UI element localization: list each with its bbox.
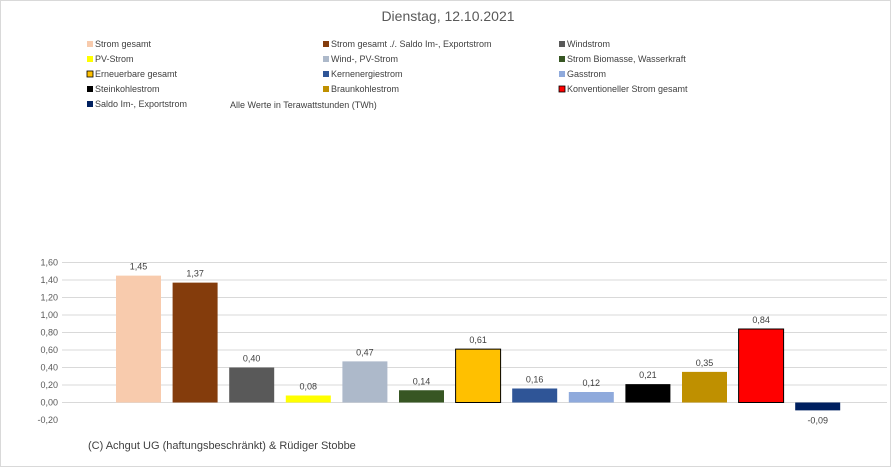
bar [625,384,671,403]
data-label: 0,40 [243,354,261,364]
legend-label: Strom gesamt [95,39,152,49]
bars [116,275,841,411]
data-label: 0,14 [413,376,431,386]
y-tick-label: 0,00 [40,398,58,408]
data-label: 0,08 [300,382,318,392]
y-tick-label: 1,40 [40,275,58,285]
y-tick-label: 0,20 [40,380,58,390]
data-labels: 1,45 1,37 0,40 0,08 0,47 0,14 0,61 0,16 0,12 0,21… [130,262,828,426]
legend-swatch [87,101,93,107]
legend-swatch [87,56,93,62]
data-label: 0,84 [752,315,770,325]
legend: Strom gesamt Strom gesamt ./. Saldo Im-, … [86,39,688,109]
legend-swatch [558,85,566,93]
data-label: -0,09 [807,415,828,425]
copyright: (C) Achgut UG (haftungsbeschränkt) & Rüd… [88,440,356,452]
legend-label: PV-Strom [95,54,134,64]
legend-swatch [86,70,94,78]
legend-swatch [87,86,93,92]
y-tick-label: 0,40 [40,363,58,373]
chart-title: Dienstag, 12.10.2021 [381,8,514,24]
legend-swatch [559,56,565,62]
data-label: 0,21 [639,370,657,380]
bar [455,348,502,403]
legend-label: Erneuerbare gesamt [95,69,178,79]
bar [229,367,275,403]
y-tick-label: 1,60 [40,258,58,268]
legend-label: Saldo Im-, Exportstrom [95,99,187,109]
bar [342,361,388,403]
bar [682,371,727,403]
legend-label: Kernenergiestrom [331,69,403,79]
legend-label: Wind-, PV-Strom [331,54,398,64]
y-tick-label: 0,60 [40,345,58,355]
bar [568,392,614,403]
legend-swatch [323,41,329,47]
data-label: 1,37 [186,269,204,279]
data-label: 1,45 [130,262,148,272]
data-label: 0,35 [696,358,714,368]
bar [795,402,841,411]
legend-label: Windstrom [567,39,610,49]
data-label: 0,16 [526,375,544,385]
y-tick-label: 1,00 [40,310,58,320]
bar [512,388,558,403]
units-note: Alle Werte in Terawattstunden (TWh) [230,100,377,110]
bar [738,328,785,403]
legend-swatch [323,71,329,77]
legend-label: Braunkohlestrom [331,84,399,94]
y-tick-label: 1,20 [40,293,58,303]
legend-label: Strom Biomasse, Wasserkraft [567,54,686,64]
y-axis: -0,20 0,00 0,20 0,40 0,60 0,80 1,00 1,20 1,40 1,6… [37,258,58,426]
legend-swatch [323,86,329,92]
legend-label: Strom gesamt ./. Saldo Im-, Exportstrom [331,39,492,49]
legend-swatch [323,56,329,62]
legend-label: Steinkohlestrom [95,84,160,94]
data-label: 0,61 [469,335,487,345]
bar [399,390,444,403]
copyright-box [45,433,520,465]
data-label: 0,12 [583,378,601,388]
y-tick-label: 0,80 [40,328,58,338]
legend-label: Gasstrom [567,69,606,79]
legend-swatch [87,41,93,47]
y-tick-label: -0,20 [37,415,58,425]
legend-label: Konventioneller Strom gesamt [567,84,688,94]
legend-swatch [559,41,565,47]
data-label: 0,47 [356,347,374,357]
legend-swatch [559,71,565,77]
bar [285,395,331,403]
bar [172,282,218,403]
bar [116,275,161,403]
